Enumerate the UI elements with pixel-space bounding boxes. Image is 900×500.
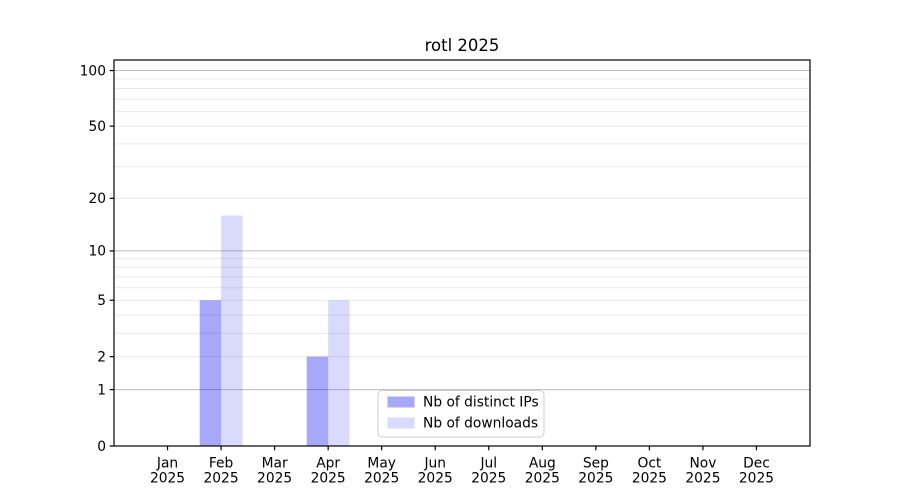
minor-gridlines [114,78,810,358]
y-tick-label: 20 [88,191,106,207]
x-tick-label-year: 2025 [685,471,720,487]
chart-title: rotl 2025 [425,36,500,55]
x-tick-label-month: Nov [689,456,716,472]
x-tick-label-year: 2025 [257,471,292,487]
x-tick-label-year: 2025 [418,471,453,487]
x-tick-label-month: Mar [262,456,288,472]
x-tick-label-year: 2025 [578,471,613,487]
x-axis-ticks: Jan2025Feb2025Mar2025Apr2025May2025Jun20… [150,446,774,487]
y-tick-label: 0 [97,439,106,455]
legend-label-series1: Nb of downloads [423,416,538,432]
y-tick-label: 1 [97,382,106,398]
bar-feb-series1 [221,215,243,446]
x-tick-label-year: 2025 [150,471,185,487]
x-tick-label-month: Jul [479,456,497,472]
x-tick-label-month: Dec [743,456,770,472]
x-tick-label-month: Sep [583,456,609,472]
x-tick-label-month: Jan [156,456,178,472]
x-tick-label-year: 2025 [632,471,667,487]
legend-label-series0: Nb of distinct IPs [423,395,539,411]
x-tick-label-year: 2025 [471,471,506,487]
x-tick-label-month: Aug [529,456,556,472]
x-tick-label-month: Jun [423,456,446,472]
x-tick-label-year: 2025 [739,471,774,487]
y-tick-label: 50 [88,119,106,135]
bars [199,215,350,446]
bar-apr-series0 [306,356,329,446]
y-tick-label: 10 [88,244,106,260]
plot-border [113,59,811,447]
x-tick-label-month: Apr [316,456,340,472]
major-gridlines [114,70,810,391]
x-tick-label-month: Feb [209,456,233,472]
x-tick-label-year: 2025 [204,471,239,487]
x-tick-label-month: Oct [637,456,661,472]
y-tick-label: 100 [80,63,106,79]
y-tick-label: 5 [97,293,106,309]
bar-feb-series0 [199,300,222,446]
x-tick-label-month: May [367,456,396,472]
x-tick-label-year: 2025 [311,471,346,487]
legend-box [377,390,545,438]
y-tick-label: 2 [97,349,106,365]
legend-swatch-series0 [387,396,415,408]
legend-swatch-series1 [387,417,415,429]
bar-apr-series1 [328,300,350,446]
legend: Nb of distinct IPs Nb of downloads [377,390,545,438]
x-tick-label-year: 2025 [525,471,560,487]
y-axis-ticks: 0 1 2 5 10 20 50 100 [80,63,114,455]
x-tick-label-year: 2025 [364,471,399,487]
